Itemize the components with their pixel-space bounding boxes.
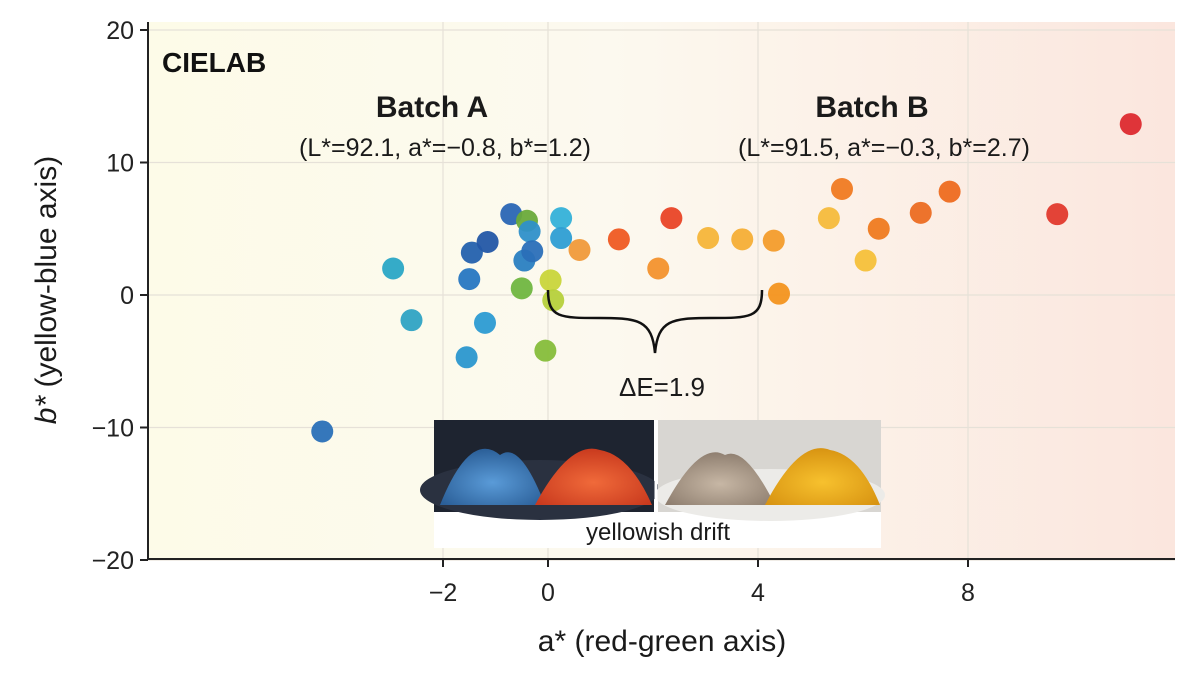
y-axis-title: b* (yellow-blue axis) bbox=[30, 156, 63, 424]
data-point[interactable] bbox=[1119, 113, 1142, 136]
data-point[interactable] bbox=[660, 207, 683, 230]
x-tick-label: 8 bbox=[961, 579, 975, 607]
data-point[interactable] bbox=[550, 227, 573, 250]
data-point[interactable] bbox=[607, 228, 630, 251]
photo-caption: yellowish drift bbox=[586, 519, 730, 546]
x-axis-title: a* (red-green axis) bbox=[538, 625, 786, 658]
data-point[interactable] bbox=[831, 178, 853, 200]
y-tick-label: 20 bbox=[106, 17, 134, 45]
data-point[interactable] bbox=[768, 282, 790, 305]
data-point[interactable] bbox=[518, 220, 541, 243]
data-point[interactable] bbox=[460, 241, 483, 264]
data-point[interactable] bbox=[867, 217, 890, 240]
data-point[interactable] bbox=[521, 240, 544, 263]
chart-title: CIELAB bbox=[162, 47, 266, 78]
data-point[interactable] bbox=[510, 277, 533, 300]
batch-b-title: Batch B bbox=[815, 91, 928, 124]
y-tick-label: 10 bbox=[106, 150, 134, 178]
data-points bbox=[311, 113, 1142, 443]
data-point[interactable] bbox=[455, 346, 478, 369]
batch-b-coords: (L*=91.5, a*=−0.3, b*=2.7) bbox=[738, 134, 1030, 162]
x-tick-label: −2 bbox=[429, 579, 458, 607]
powder-sample-photo bbox=[420, 420, 885, 548]
y-axis-title-text: (yellow-blue axis) bbox=[30, 156, 63, 396]
data-point[interactable] bbox=[550, 207, 573, 230]
y-axis-title-variable: b* bbox=[30, 395, 63, 425]
data-point[interactable] bbox=[311, 420, 334, 443]
data-point[interactable] bbox=[476, 231, 499, 253]
data-point[interactable] bbox=[539, 269, 562, 292]
delta-e-label: ΔE=1.9 bbox=[619, 372, 705, 402]
data-point[interactable] bbox=[542, 289, 565, 312]
y-tick-label: 0 bbox=[120, 282, 134, 310]
data-point[interactable] bbox=[647, 257, 670, 280]
y-tick-label: −10 bbox=[92, 415, 134, 443]
data-point[interactable] bbox=[382, 257, 405, 280]
data-point[interactable] bbox=[474, 311, 496, 334]
data-point[interactable] bbox=[568, 238, 591, 261]
data-point[interactable] bbox=[534, 339, 557, 362]
data-point[interactable] bbox=[400, 309, 423, 332]
data-point[interactable] bbox=[762, 229, 785, 252]
x-tick-label: 0 bbox=[541, 579, 555, 607]
x-tick-label: 4 bbox=[751, 579, 765, 607]
data-point[interactable] bbox=[909, 201, 932, 224]
batch-a-coords: (L*=92.1, a*=−0.8, b*=1.2) bbox=[299, 134, 591, 162]
data-point[interactable] bbox=[731, 228, 754, 251]
batch-a-title: Batch A bbox=[376, 91, 488, 124]
y-tick-label: −20 bbox=[92, 547, 134, 575]
data-point[interactable] bbox=[938, 180, 961, 203]
data-point[interactable] bbox=[854, 249, 877, 272]
data-point[interactable] bbox=[1046, 203, 1069, 226]
data-point[interactable] bbox=[697, 227, 720, 250]
data-point[interactable] bbox=[458, 268, 481, 291]
data-point[interactable] bbox=[817, 207, 840, 230]
delta-e-brace bbox=[546, 289, 764, 354]
